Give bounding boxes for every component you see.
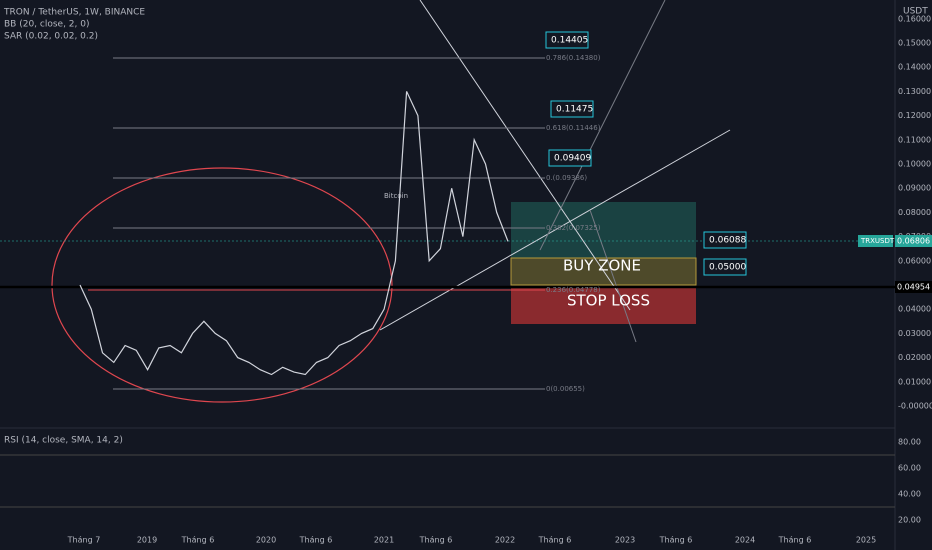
symbol-badge (858, 235, 893, 247)
rsi-tick-label: 60.00 (898, 464, 921, 473)
price-tick-label: 0.08000 (898, 208, 931, 217)
time-label: 2019 (137, 536, 157, 545)
time-label: Tháng 7 (67, 536, 101, 545)
time-label: 2020 (256, 536, 276, 545)
time-label: 2023 (615, 536, 635, 545)
callout-box (550, 100, 594, 118)
fib-label: 0.786(0.14380) (546, 54, 601, 62)
trendline (379, 129, 731, 331)
watermark: Bitcoin (384, 192, 408, 200)
fib-label: 0.(0.09386) (546, 174, 587, 182)
indicator-label: SAR (0.02, 0.02, 0.2) (4, 32, 98, 42)
callout-box (703, 258, 747, 276)
symbol-label: TRXUSDT (860, 237, 895, 245)
callout-label: 0.14405 (551, 36, 588, 46)
price-tick-label: 0.09000 (898, 184, 931, 193)
current-price-badge (895, 235, 932, 247)
ellipse-drawing (51, 167, 393, 403)
price-tick-label: 0.12000 (898, 111, 931, 120)
line-price: 0.04954 (897, 283, 930, 292)
price-tick-label: 0.14000 (898, 63, 931, 72)
price-tick-label: 0.03000 (898, 329, 931, 338)
line-price-badge (895, 281, 932, 293)
price-tick-label: 0.06000 (898, 256, 931, 265)
symbol-title: TRON / TetherUS, 1W, BINANCE (3, 8, 145, 18)
callout-box (703, 231, 747, 249)
time-label: 2025 (856, 536, 876, 545)
rsi-tick-label: 80.00 (898, 438, 921, 447)
stop-zone (511, 287, 696, 324)
rsi-tick-label: 20.00 (898, 516, 921, 525)
indicator-label: BB (20, close, 2, 0) (4, 20, 89, 30)
fib-label: 0.618(0.11446) (546, 124, 601, 132)
time-label: 2024 (735, 536, 755, 545)
price-unit: USDT (903, 7, 928, 17)
projection-line (539, 0, 666, 251)
rsi-tick-label: 40.00 (898, 490, 921, 499)
trendline (419, 0, 631, 311)
time-label: Tháng 6 (181, 536, 215, 545)
buy-zone-label: BUY ZONE (563, 257, 641, 275)
price-tick-label: 0.11000 (898, 135, 931, 144)
price-tick-label: 0.13000 (898, 87, 931, 96)
time-label: Tháng 6 (419, 536, 453, 545)
time-label: Tháng 6 (538, 536, 572, 545)
callout-label: 0.05000 (709, 263, 746, 273)
callout-box (545, 31, 589, 49)
rsi-label: RSI (14, close, SMA, 14, 2) (4, 436, 123, 446)
current-price: 0.06806 (897, 237, 930, 246)
time-label: Tháng 6 (299, 536, 333, 545)
time-label: Tháng 6 (778, 536, 812, 545)
fib-label: 0(0.00655) (546, 385, 585, 393)
callout-label: 0.06088 (709, 236, 746, 246)
stop-loss-label: STOP LOSS (567, 292, 650, 310)
price-tick-label: 0.04000 (898, 305, 931, 314)
price-tick-label: 0.15000 (898, 39, 931, 48)
fib-label: 0.236(0.04778) (546, 286, 601, 294)
time-label: Tháng 6 (659, 536, 693, 545)
price-tick-label: 0.10000 (898, 160, 931, 169)
callout-box (548, 149, 592, 167)
price-tick-label: 0.02000 (898, 353, 931, 362)
projection-line (589, 209, 637, 343)
callout-label: 0.11475 (556, 105, 593, 115)
time-label: 2021 (374, 536, 394, 545)
price-line (79, 91, 509, 376)
price-tick-label: 0.01000 (898, 377, 931, 386)
price-tick-label: -0.00000 (898, 402, 932, 411)
time-label: 2022 (495, 536, 515, 545)
price-tick-label: 0.16000 (898, 14, 931, 23)
fib-label: 0.382(0.07325) (546, 224, 601, 232)
callout-label: 0.09409 (554, 154, 591, 164)
